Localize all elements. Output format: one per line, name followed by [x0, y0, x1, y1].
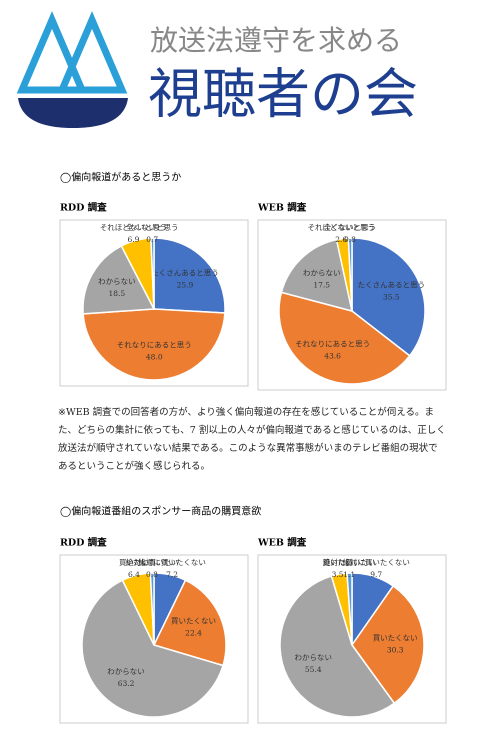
- chart-frame: [257, 554, 447, 724]
- pie-slice: [280, 238, 353, 313]
- pie-slice: [279, 575, 396, 718]
- slice-value: 17.5: [313, 280, 330, 289]
- pie-slice: [153, 237, 226, 314]
- chart-frame: [59, 554, 249, 724]
- slice-value: 0.7: [146, 235, 158, 244]
- section-heading: ◯偏向報道番組のスポンサー商品の購買意欲: [60, 505, 261, 518]
- pie-slice: [278, 291, 411, 385]
- slice-value: 35.5: [383, 293, 400, 302]
- chart-title: WEB 調査: [257, 537, 307, 549]
- slice-value: 9.7: [370, 570, 382, 579]
- slice-label: 絶対に買いたくない: [138, 557, 206, 567]
- slice-label: それほどないと思う: [100, 223, 167, 232]
- slice-label: それほどないと思う: [308, 223, 375, 232]
- logo: [16, 11, 128, 128]
- pie-slice: [149, 572, 155, 646]
- slice-value: 0.8: [344, 235, 356, 244]
- chart-title: RDD 調査: [60, 202, 107, 214]
- slice-label: わからない: [295, 653, 333, 662]
- slice-label: 買いたくない: [373, 634, 418, 643]
- chart-title: WEB 調査: [257, 202, 307, 214]
- pie-slice: [152, 579, 227, 667]
- header-title-2: 視聴者の会: [148, 63, 418, 126]
- slice-label: たくさんあると思う: [358, 281, 426, 290]
- slice-label: それなりにあると思う: [117, 341, 192, 350]
- slice-value: 7.2: [166, 570, 178, 579]
- header-title-1: 放送法遵守を求める: [150, 24, 402, 57]
- pie-slice: [347, 237, 353, 312]
- pie-slice: [82, 244, 156, 315]
- slice-value: 63.2: [118, 679, 135, 688]
- pie-slice: [351, 237, 426, 357]
- slice-label: わからない: [107, 667, 145, 676]
- slice-value: 18.5: [109, 289, 126, 298]
- slice-label: わからない: [303, 268, 341, 277]
- slice-value: 25.9: [177, 281, 194, 290]
- slice-label: 全くないと思う: [126, 222, 179, 232]
- pie-slice: [81, 579, 224, 718]
- slice-label: 買いたい: [323, 558, 353, 567]
- slice-label: たくさんあると思う: [151, 269, 219, 278]
- chart-title: RDD 調査: [60, 537, 107, 549]
- paragraph: ※WEB 調査での回答者の方が、より強く偏向報道の存在を感じていることが伺える。…: [58, 407, 446, 472]
- chart-frame: [59, 219, 249, 387]
- pie-slice: [351, 584, 425, 705]
- pie-slice: [346, 572, 353, 646]
- slice-value: 22.4: [185, 629, 202, 638]
- section-heading: ◯偏向報道があると思うか: [60, 171, 181, 184]
- slice-label: 絶対に買いたい: [323, 557, 376, 567]
- slice-label: 買いたい: [119, 558, 149, 567]
- slice-value: 0.8: [146, 570, 158, 579]
- pie-slice: [150, 237, 155, 310]
- slice-label: 全くないと思う: [324, 222, 377, 232]
- slice-value: 1.1: [343, 570, 355, 579]
- slice-value: 3.5: [332, 570, 344, 579]
- slice-label: それなりにあると思う: [295, 339, 370, 348]
- slice-label: 絶対に買いたくない: [342, 557, 410, 567]
- slice-label: 絶対に買いたい: [126, 557, 179, 567]
- pie-slice: [82, 308, 226, 381]
- slice-value: 30.3: [387, 646, 404, 655]
- slice-value: 2.6: [335, 235, 347, 244]
- chart-frame: [257, 219, 447, 391]
- slice-label: わからない: [98, 277, 136, 286]
- slice-value: 43.6: [324, 351, 341, 360]
- slice-label: 買いたくない: [171, 617, 216, 626]
- slice-value: 55.4: [305, 665, 322, 674]
- slice-value: 48.0: [146, 353, 163, 362]
- slice-value: 6.4: [128, 570, 140, 579]
- slice-value: 6.9: [128, 235, 140, 244]
